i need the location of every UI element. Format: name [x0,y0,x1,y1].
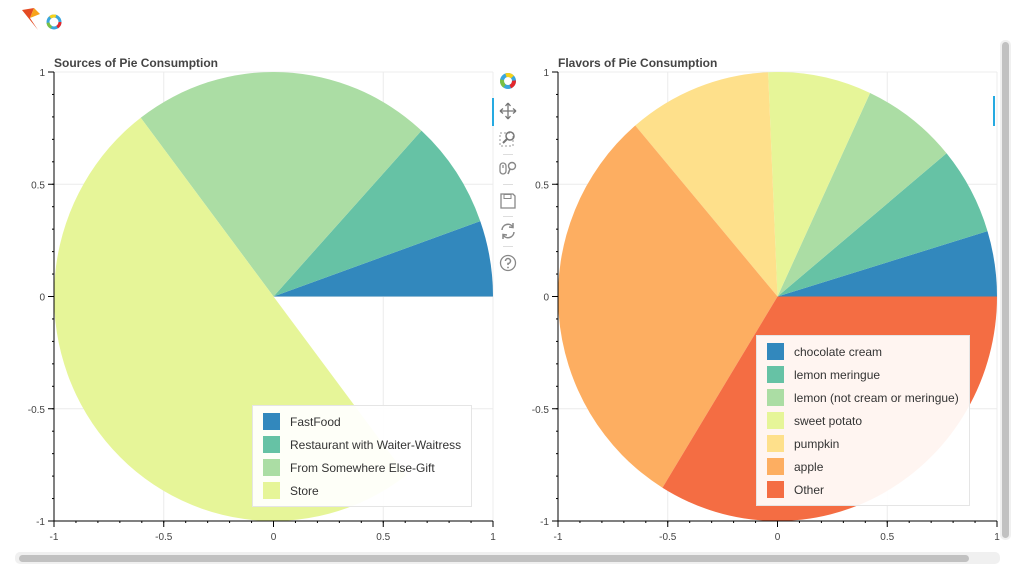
pie-wedge[interactable] [140,72,422,297]
legend-item[interactable]: FastFood [263,410,461,433]
pie-wedge[interactable] [273,221,494,297]
wheel-zoom-icon[interactable] [499,160,517,178]
legend-label: lemon (not cream or meringue) [794,390,959,405]
legend-item[interactable]: From Somewhere Else-Gift [263,456,461,479]
pie-wedge[interactable] [635,72,778,297]
legend-label: apple [794,459,824,474]
legend-label: From Somewhere Else-Gift [290,460,435,475]
y-tick-label: -1 [540,517,549,528]
legend-swatch [767,389,784,406]
legend-swatch [767,435,784,452]
legend-swatch [767,343,784,360]
plot-sources[interactable]: Sources of Pie Consumption -1 -0.5 0 0.5 1 1 0… [26,54,496,554]
vertical-scrollbar-thumb[interactable] [1002,42,1009,538]
x-tick-label: -1 [554,532,563,543]
help-icon[interactable] [499,254,517,272]
legend-swatch [263,413,280,430]
plot-flavors[interactable]: Flavors of Pie Consumption -1 -0.5 0 0.5 1 1 0… [530,54,1000,554]
legend-item[interactable]: lemon meringue [767,363,959,386]
y-tick-label: -0.5 [28,405,46,416]
legend-swatch [263,459,280,476]
axes [552,71,998,527]
x-tick-label: 0.5 [376,532,390,543]
y-tick-label: -0.5 [532,405,550,416]
pie-wedge[interactable] [558,125,778,488]
active-tool-indicator [492,98,494,126]
legend-label: sweet potato [794,413,863,428]
pie-wedge[interactable] [273,130,481,297]
x-tick-label: 0.5 [880,532,894,543]
pie-wedge[interactable] [768,72,871,297]
plot-title: Sources of Pie Consumption [54,56,219,70]
active-tool-indicator [993,96,995,126]
y-tick-label: 0 [543,293,549,304]
x-tick-label: 1 [490,532,496,543]
legend-item[interactable]: Store [263,479,461,502]
x-tick-label: -0.5 [659,532,677,543]
legend-swatch [767,458,784,475]
legend-swatch [263,482,280,499]
save-icon[interactable] [499,192,517,210]
y-tick-label: 0.5 [31,180,45,191]
legend-item[interactable]: pumpkin [767,432,959,455]
legend-swatch [767,412,784,429]
bokeh-logo-icon[interactable] [499,72,517,90]
x-tick-label: -1 [50,532,59,543]
plot-toolbar [492,70,522,290]
legend-label: FastFood [290,414,341,429]
y-tick-label: 0.5 [535,180,549,191]
legend-label: Other [794,482,825,497]
legend-label: Restaurant with Waiter-Waitress [290,437,462,452]
axes [48,71,494,527]
legend-label: chocolate cream [794,344,883,359]
y-tick-label: -1 [36,517,45,528]
vertical-scrollbar[interactable] [1000,40,1011,540]
legend-swatch [263,436,280,453]
legend-label: Store [290,483,319,498]
x-tick-label: 0 [775,532,781,543]
y-tick-label: 1 [39,68,45,79]
box-zoom-icon[interactable] [499,130,517,148]
x-tick-label: 1 [994,532,1000,543]
pie-wedge[interactable] [777,153,988,297]
legend-item[interactable]: Restaurant with Waiter-Waitress [263,433,461,456]
legend-label: lemon meringue [794,367,881,382]
pie-wedge[interactable] [777,92,947,297]
pan-icon[interactable] [499,102,517,120]
legend-swatch [767,481,784,498]
legend-sources: FastFood Restaurant with Waiter-Waitress F… [252,405,473,507]
legend-item[interactable]: lemon (not cream or meringue) [767,386,959,409]
x-tick-label: 0 [271,532,277,543]
legend-flavors: chocolate cream lemon meringue lemon (not … [756,335,970,506]
x-tick-label: -0.5 [155,532,173,543]
horizontal-scrollbar[interactable] [15,552,1000,564]
legend-item[interactable]: apple [767,455,959,478]
plot-title: Flavors of Pie Consumption [558,56,718,70]
pie-wedge[interactable] [777,231,998,297]
legend-label: pumpkin [794,436,840,451]
legend-swatch [767,366,784,383]
legend-item[interactable]: chocolate cream [767,340,959,363]
bokeh-logo-icon [22,8,62,30]
legend-item[interactable]: sweet potato [767,409,959,432]
legend-item[interactable]: Other [767,478,959,501]
y-tick-label: 0 [39,293,45,304]
y-tick-label: 1 [543,68,549,79]
reset-icon[interactable] [499,222,517,240]
horizontal-scrollbar-thumb[interactable] [19,555,969,562]
